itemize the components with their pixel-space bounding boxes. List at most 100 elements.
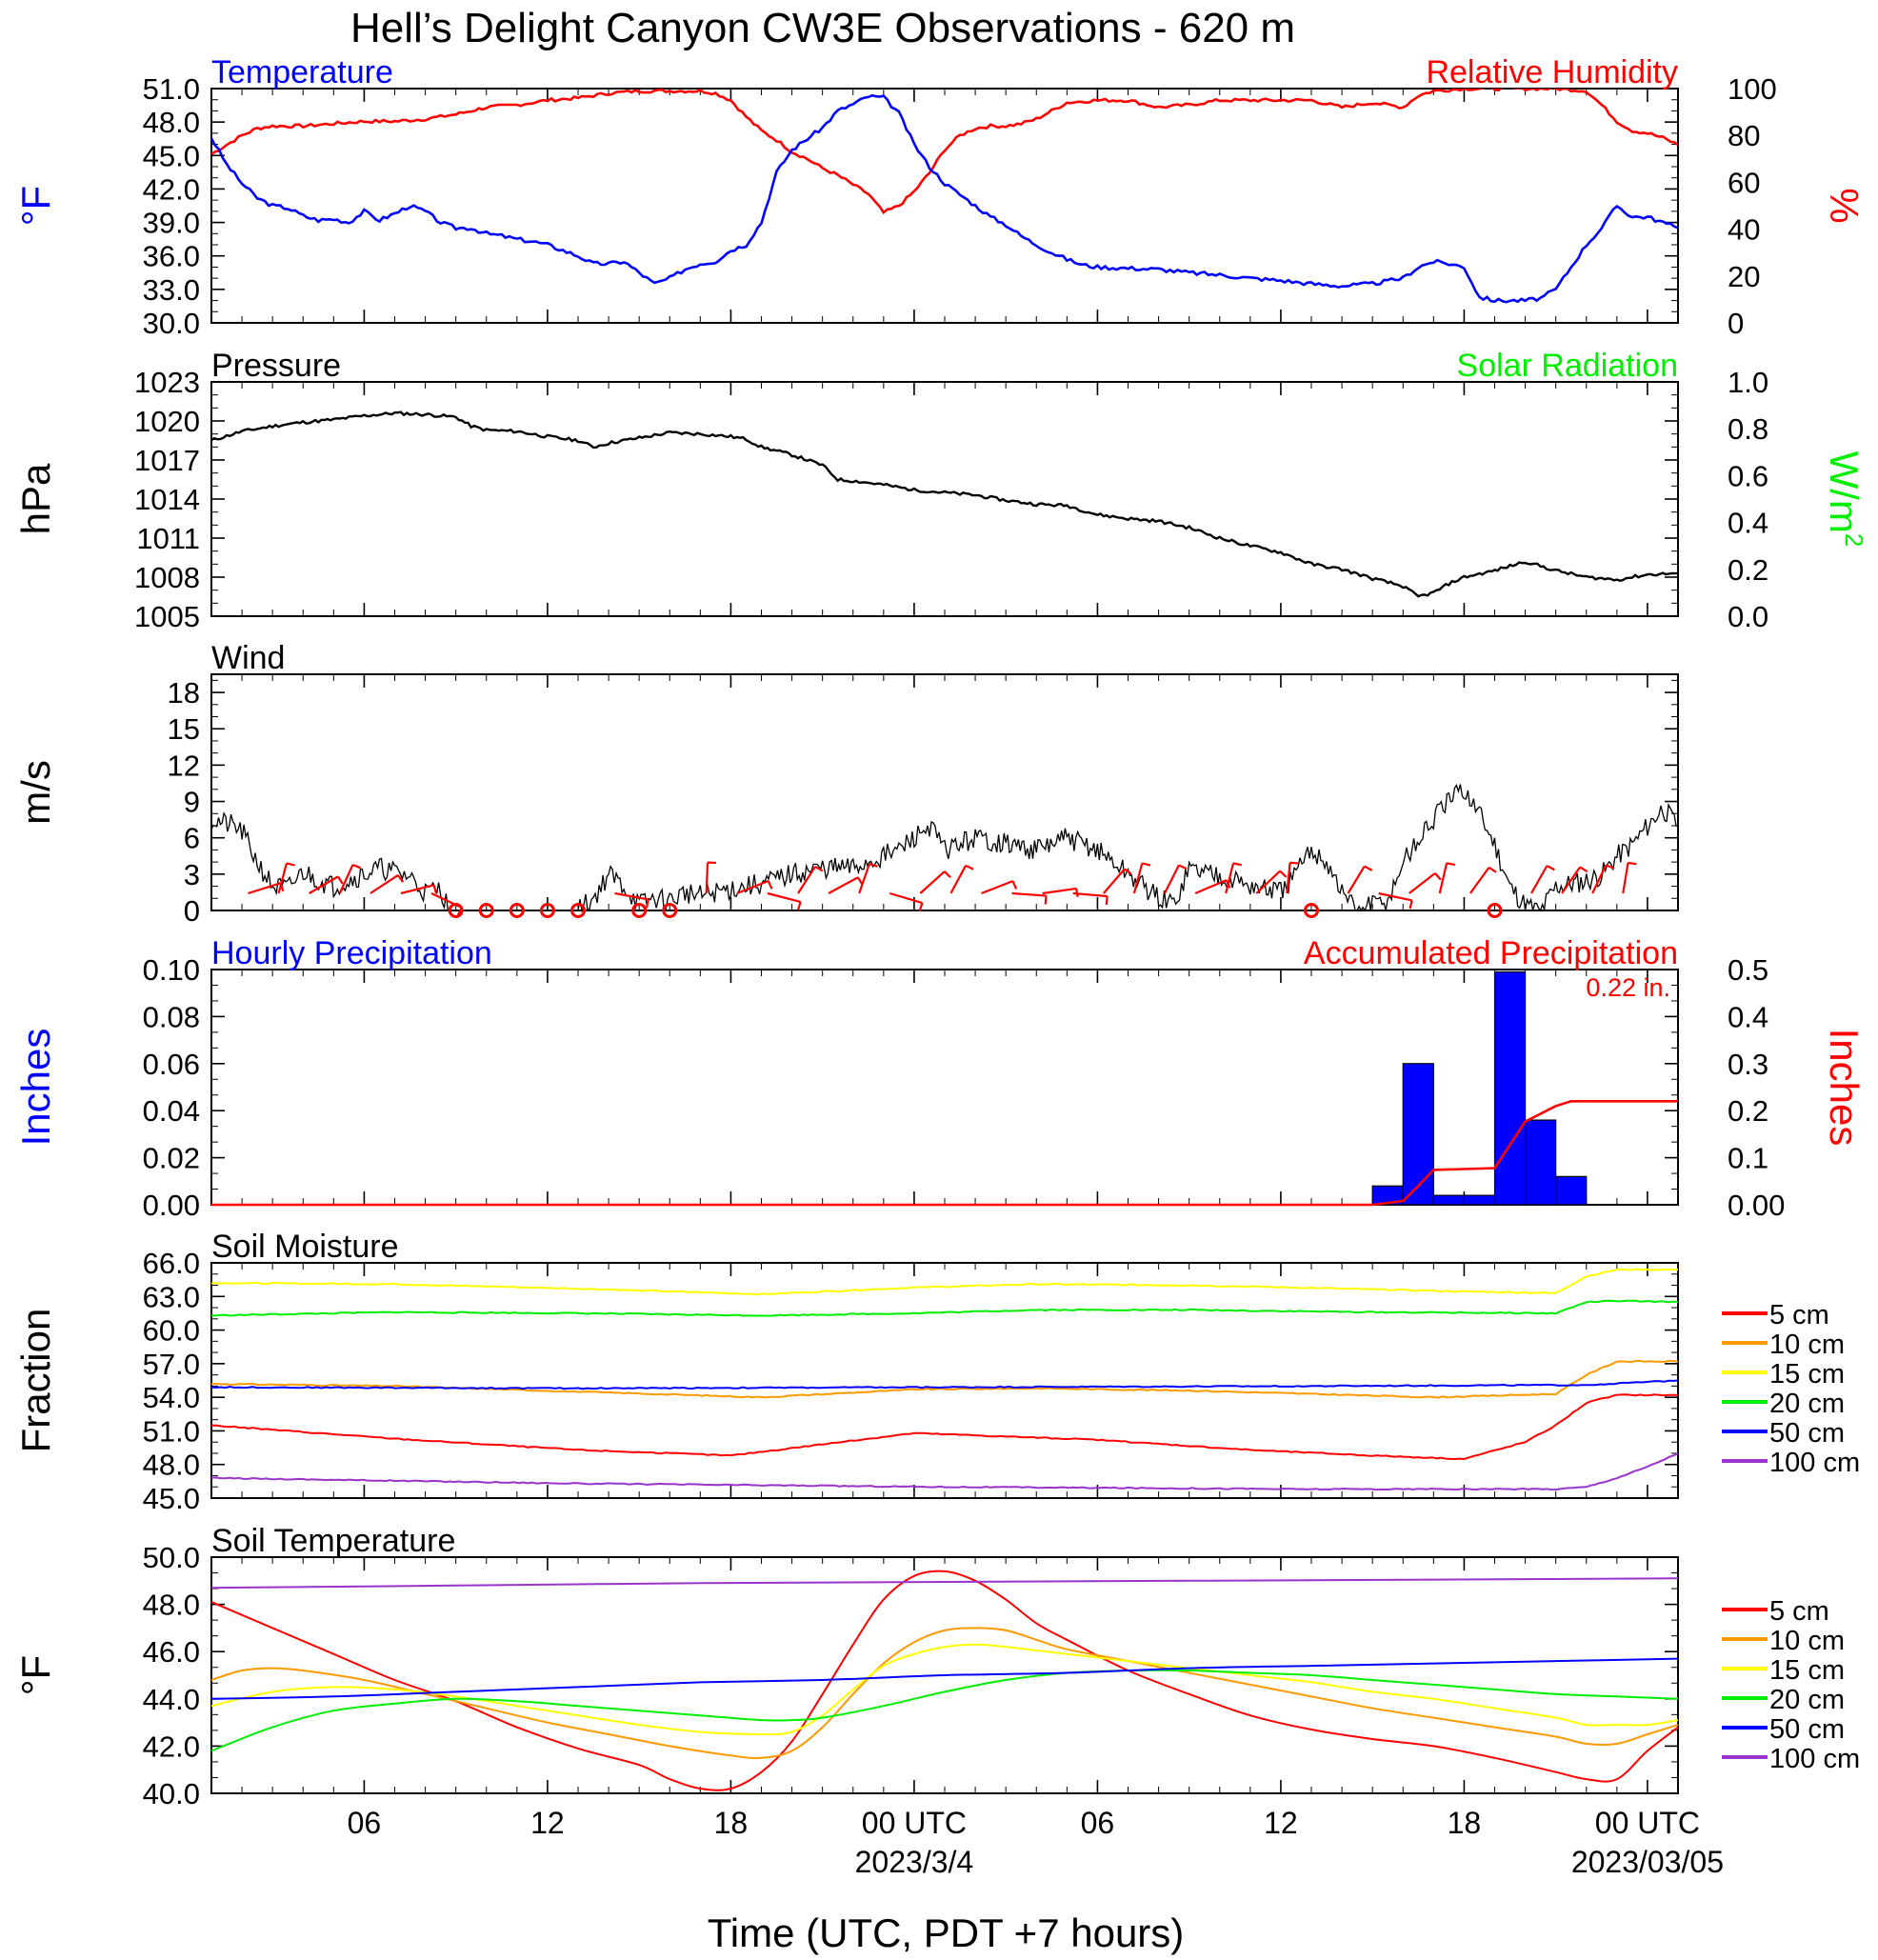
soilt-y-tick-label: 44.0 — [143, 1683, 200, 1716]
panel-soilm: 66.063.060.057.054.051.048.045.0 — [143, 1247, 1679, 1515]
soilt-legend-label: 10 cm — [1769, 1626, 1845, 1656]
x-tick-label: 06 — [348, 1806, 382, 1840]
wind-barb-flag — [645, 899, 649, 909]
wind-barb-flag — [869, 863, 878, 868]
wind-barb-shaft — [338, 864, 354, 894]
wind-barb-flag — [1141, 862, 1151, 867]
panel-precip: 0.10 0.08 0.06 0.04 0.02 0.00 0.22 in. — [143, 953, 1679, 1222]
series-soilm-100cm — [210, 1452, 1679, 1491]
precip-right-tick-label: 0.1 — [1728, 1142, 1768, 1175]
wind-barb-shaft — [1194, 879, 1228, 895]
precip-right-ylabel: Inches — [1822, 1029, 1867, 1147]
pres-right-tick-label: 0.0 — [1728, 600, 1768, 633]
soilm-y-tick-label: 60.0 — [143, 1314, 200, 1348]
wind-barb — [1561, 866, 1588, 894]
series-soilm-15cm — [211, 1268, 1678, 1296]
wind-barb-flag — [352, 864, 362, 870]
soilt-y-tick-label: 40.0 — [143, 1777, 200, 1810]
temp-y-tick-label: 42.0 — [143, 172, 200, 206]
wind-barb-shaft — [981, 880, 1013, 895]
temp-right-axis: 100 80 60 40 20 0 — [1728, 72, 1777, 340]
wind-calm-circle — [1304, 903, 1319, 918]
panels-layer: 51.048.045.042.039.036.033.030.010080604… — [13, 54, 1868, 1810]
wind-barb-shaft — [1164, 864, 1180, 894]
x-tick-label: 00 UTC — [862, 1806, 967, 1840]
x-date-label: 2023/03/05 — [1571, 1845, 1724, 1879]
wind-barb-flag — [918, 902, 924, 911]
series-accumulated-precip — [211, 1100, 1678, 1207]
wind-barb-flag — [943, 870, 951, 879]
wind-barb-shaft — [1378, 891, 1412, 902]
series-soilm-50cm — [210, 1379, 1679, 1390]
soilt-legend-label: 15 cm — [1769, 1655, 1845, 1686]
wind-calm-circle — [1487, 903, 1503, 918]
wind-barb-flag — [814, 865, 824, 872]
wind-barb-flag — [1364, 865, 1373, 871]
soilm-legend-label: 20 cm — [1769, 1389, 1845, 1419]
x-tick-label: 12 — [530, 1806, 565, 1840]
pres-right-tick-label: 0.4 — [1728, 507, 1768, 540]
precip-y-tick-label: 0.08 — [143, 1000, 200, 1033]
wind-barb — [1164, 864, 1188, 894]
precip-right-tick-label: 0.3 — [1728, 1048, 1768, 1081]
wind-barb-flag — [965, 864, 974, 870]
soilm-y-tick-label: 51.0 — [143, 1414, 200, 1448]
soilt-y-tick-label: 42.0 — [143, 1730, 200, 1763]
wind-barb-shaft — [705, 862, 709, 894]
precip-y-tick-label: 0.10 — [143, 953, 200, 987]
soilm-left-ylabel: Fraction — [13, 1309, 58, 1453]
soilm-left-title: Soil Moisture — [211, 1229, 399, 1265]
temp-right-title: Relative Humidity — [1426, 54, 1678, 90]
wind-barb-shaft — [400, 884, 434, 895]
temp-y-tick-label: 39.0 — [143, 207, 200, 240]
wind-barb-flag — [432, 885, 438, 894]
soilt-y-tick-label: 48.0 — [143, 1589, 200, 1622]
wind-barb — [1255, 870, 1288, 894]
wind-barb-shaft — [1347, 865, 1366, 894]
pres-left-title: Pressure — [211, 348, 341, 384]
wind-barb-shaft — [1286, 862, 1291, 894]
soilm-y-tick-label: 66.0 — [143, 1247, 200, 1280]
wind-barb-shaft — [767, 891, 801, 903]
wind-barb — [919, 870, 951, 894]
soilm-legend-label: 100 cm — [1769, 1448, 1860, 1478]
wind-barb-flag — [1605, 864, 1615, 870]
wind-calm-circle — [478, 903, 494, 918]
wind-barb-flag — [1011, 880, 1018, 890]
temp-right-tick-label: 20 — [1728, 260, 1760, 293]
x-axis-label: Time (UTC, PDT +7 hours) — [708, 1910, 1185, 1955]
wind-barb-shaft — [919, 870, 946, 894]
wind-barb — [1438, 862, 1456, 894]
wind-barb-shaft — [1622, 862, 1629, 894]
wind-barb-flag — [336, 875, 344, 885]
series-soilt-20cm — [210, 1669, 1679, 1752]
wind-barb — [767, 891, 802, 910]
pres-y-tick-label: 1023 — [134, 366, 200, 399]
x-tick-label: 06 — [1081, 1806, 1115, 1840]
precip-left-ylabel: Inches — [13, 1029, 58, 1147]
wind-barb-shaft — [1042, 887, 1077, 895]
precip-right-axis: 0.5 0.4 0.3 0.2 0.1 0.00 — [1728, 953, 1785, 1222]
wind-barb — [614, 891, 649, 909]
soilt-left-ylabel: °F — [13, 1655, 58, 1695]
precip-bar — [1555, 1175, 1588, 1206]
temp-y-tick-label: 36.0 — [143, 240, 200, 273]
pres-right-axis: 1.0 0.8 0.6 0.4 0.2 0.0 — [1728, 366, 1768, 633]
wind-barb-shaft — [1011, 891, 1047, 897]
wind-barb — [797, 865, 824, 894]
wind-barb — [1011, 891, 1048, 905]
x-date-label: 2023/3/4 — [855, 1845, 974, 1879]
wind-left-ylabel: m/s — [13, 760, 58, 825]
pres-right-tick-label: 0.6 — [1728, 459, 1768, 492]
wind-barb-shaft — [889, 891, 923, 905]
wind-barb-shaft — [370, 873, 399, 894]
precip-left-title: Hourly Precipitation — [211, 935, 492, 971]
temp-right-tick-label: 80 — [1728, 119, 1760, 152]
wind-barb-flag — [1434, 872, 1442, 881]
wind-barb — [981, 880, 1018, 895]
wind-barb — [338, 864, 362, 894]
precip-bar — [1432, 1194, 1466, 1206]
pres-right-ylabel: W/m2 — [1822, 451, 1868, 548]
series-soilt-50cm — [210, 1657, 1679, 1700]
